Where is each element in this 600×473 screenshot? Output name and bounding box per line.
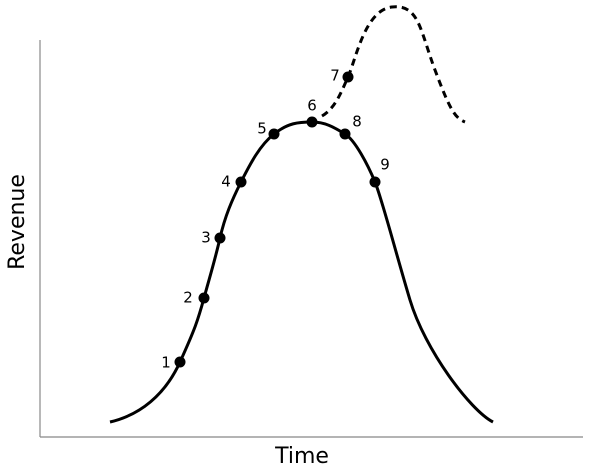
point xyxy=(235,176,247,188)
point xyxy=(214,232,226,244)
point-label: 9 xyxy=(380,156,390,174)
point-label: 7 xyxy=(330,67,340,85)
point xyxy=(369,176,381,188)
x-axis-label: Time xyxy=(274,444,329,469)
point xyxy=(174,356,186,368)
points xyxy=(174,71,381,368)
point-label: 6 xyxy=(307,97,317,115)
point-label: 2 xyxy=(183,289,193,307)
point xyxy=(268,128,280,140)
point-label: 3 xyxy=(201,229,211,247)
point-label: 8 xyxy=(352,113,362,131)
point xyxy=(342,71,354,83)
point xyxy=(306,116,318,128)
point-label: 4 xyxy=(221,173,231,191)
point-label: 1 xyxy=(161,354,171,372)
solid-curve xyxy=(109,120,494,424)
point-label: 5 xyxy=(257,120,267,138)
y-axis-label: Revenue xyxy=(5,174,30,270)
point xyxy=(198,292,210,304)
dashed-curve xyxy=(321,5,466,124)
point xyxy=(339,128,351,140)
